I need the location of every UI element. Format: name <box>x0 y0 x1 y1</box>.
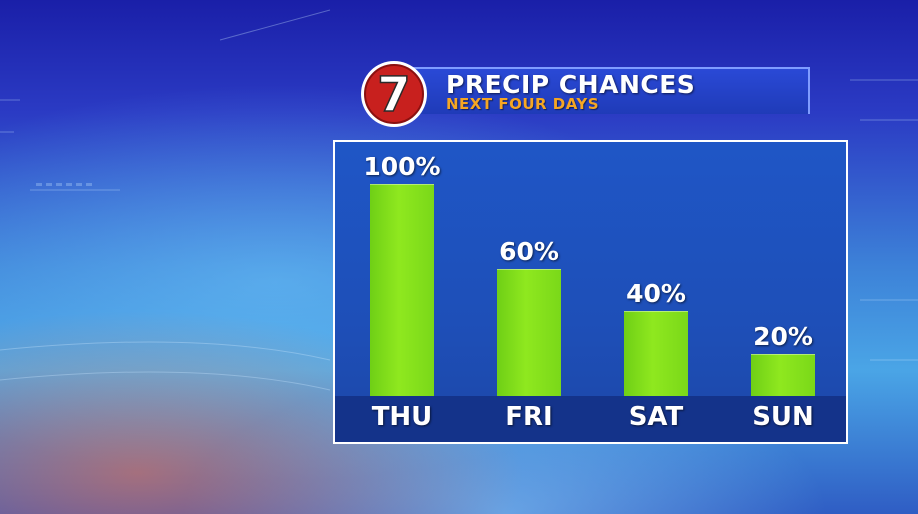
logo-numeral: 7 <box>377 67 410 123</box>
value-label-sat: 40% <box>626 279 686 309</box>
chart-header: PRECIP CHANCES NEXT FOUR DAYS <box>410 67 810 114</box>
category-label-sun: SUN <box>752 402 814 432</box>
bar-sat <box>624 311 688 396</box>
chart-panel: 100% 60% 40% 20% THU FRI SAT SUN <box>333 140 848 444</box>
value-label-fri: 60% <box>499 236 559 266</box>
x-axis-strip: THU FRI SAT SUN <box>335 396 846 442</box>
bar-thu <box>370 184 434 396</box>
chart-title: PRECIP CHANCES <box>446 70 696 99</box>
plot-area: 100% 60% 40% 20% <box>335 142 846 396</box>
value-label-thu: 100% <box>363 152 441 181</box>
category-label-fri: FRI <box>505 402 553 432</box>
bar-fri <box>497 268 561 396</box>
value-label-sun: 20% <box>753 321 813 351</box>
chart-subtitle: NEXT FOUR DAYS <box>446 95 600 113</box>
category-label-thu: THU <box>371 402 433 432</box>
channel-7-logo: 7 <box>361 61 427 127</box>
bar-sun <box>751 353 815 396</box>
category-label-sat: SAT <box>628 402 684 432</box>
